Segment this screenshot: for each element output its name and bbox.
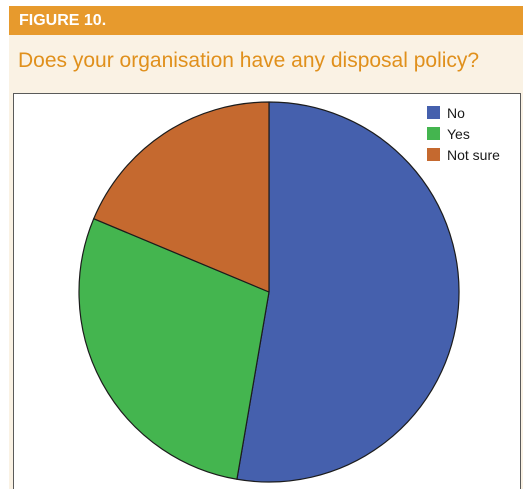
legend-label-no: No: [447, 104, 465, 121]
pie-slice-no: [236, 101, 460, 483]
pie-slice-yes: [78, 218, 270, 480]
legend-swatch-not-sure: [427, 148, 440, 161]
pie-slice-not-sure: [93, 101, 270, 293]
legend-swatch-no: [427, 106, 440, 119]
legend-item-no: No: [427, 102, 500, 123]
figure-panel: FIGURE 10. Does your organisation have a…: [9, 6, 523, 489]
legend-item-not-sure: Not sure: [427, 144, 500, 165]
figure-label: FIGURE 10.: [9, 6, 523, 35]
plot-area: No Yes Not sure: [13, 93, 521, 489]
legend: No Yes Not sure: [427, 102, 500, 165]
pie-chart: [78, 101, 460, 483]
figure-title: Does your organisation have any disposal…: [9, 37, 523, 84]
legend-swatch-yes: [427, 127, 440, 140]
legend-label-not-sure: Not sure: [447, 146, 500, 163]
legend-item-yes: Yes: [427, 123, 500, 144]
legend-label-yes: Yes: [447, 125, 470, 142]
